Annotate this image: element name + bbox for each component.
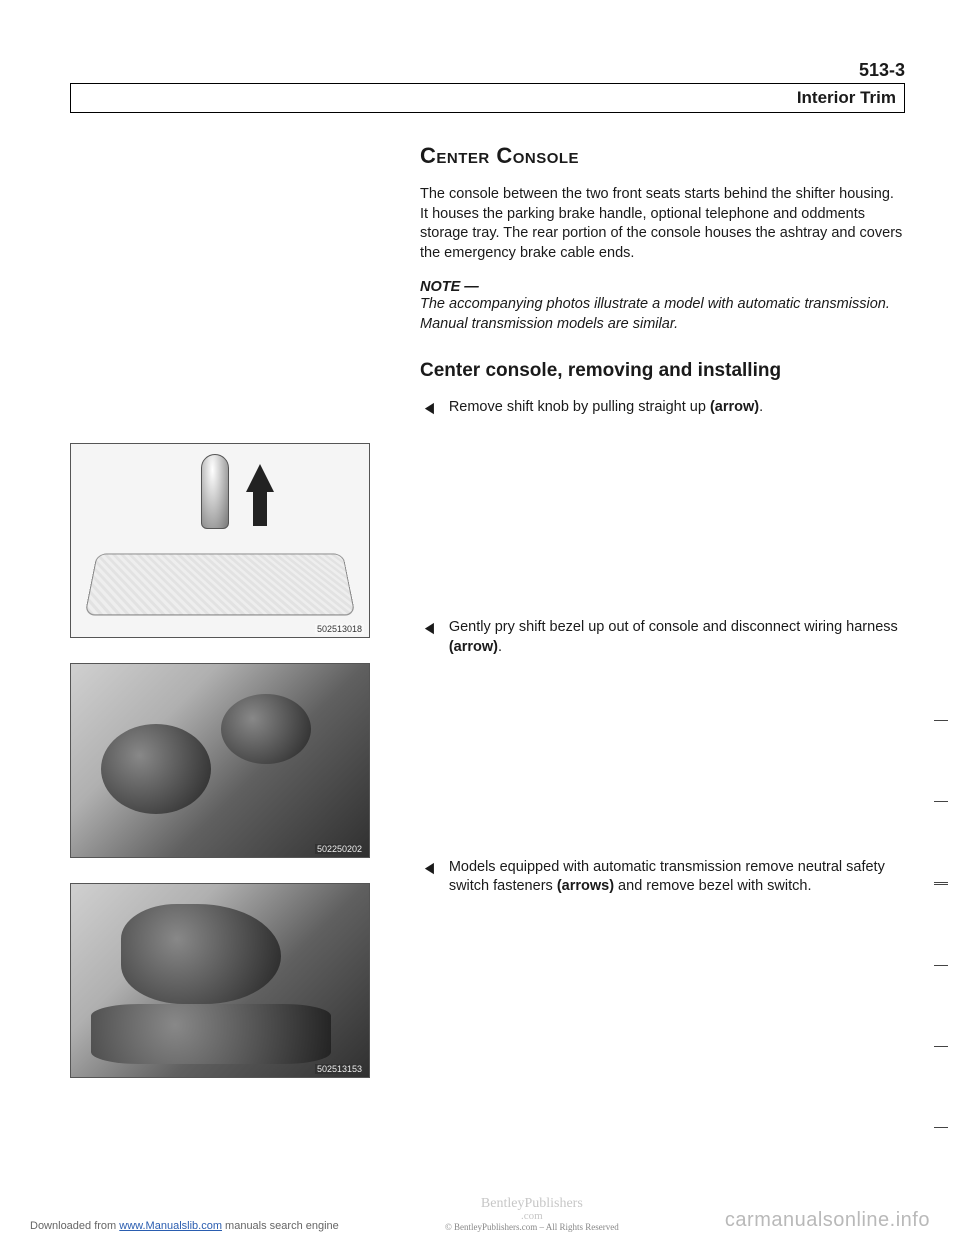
footer-watermark: carmanualsonline.info [725, 1209, 930, 1232]
footer-link[interactable]: www.Manualslib.com [119, 1220, 222, 1232]
intro-paragraph: The console between the two front seats … [420, 185, 905, 263]
figure-3-label: 502513153 [315, 1064, 364, 1074]
step-marker-icon: ◄ [422, 399, 437, 418]
figure-1-label: 502513018 [315, 624, 364, 634]
page-number: 513-3 [70, 60, 905, 81]
step-2: ◄ Gently pry shift bezel up out of conso… [420, 618, 905, 657]
main-heading: Center Console [420, 143, 905, 169]
step-marker-icon: ◄ [422, 859, 437, 878]
step-marker-icon: ◄ [422, 619, 437, 638]
step-1-text: Remove shift knob by pulling straight up… [449, 398, 763, 418]
note-header: NOTE — [420, 279, 905, 295]
sub-heading: Center console, removing and installing [420, 360, 905, 382]
section-title: Interior Trim [79, 88, 896, 108]
step-3: ◄ Models equipped with automatic transmi… [420, 858, 905, 897]
figure-1: 502513018 [70, 443, 370, 638]
figure-3: 502513153 [70, 883, 370, 1078]
note-body: The accompanying photos illustrate a mod… [420, 295, 905, 334]
footer-center: BentleyPublishers .com © BentleyPublishe… [445, 1196, 619, 1232]
figure-2: 502250202 [70, 663, 370, 858]
edge-index-marks [934, 720, 948, 1128]
figure-2-label: 502250202 [315, 844, 364, 854]
figures-column: 502513018 502250202 502513153 [70, 143, 390, 1103]
step-1: ◄ Remove shift knob by pulling straight … [420, 398, 905, 418]
text-column: Center Console The console between the t… [420, 143, 905, 1103]
section-header: Interior Trim [70, 83, 905, 113]
step-3-text: Models equipped with automatic transmiss… [449, 858, 905, 897]
page-footer: Downloaded from www.Manualslib.com manua… [0, 1196, 960, 1232]
footer-left: Downloaded from www.Manualslib.com manua… [30, 1220, 339, 1232]
step-2-text: Gently pry shift bezel up out of console… [449, 618, 905, 657]
